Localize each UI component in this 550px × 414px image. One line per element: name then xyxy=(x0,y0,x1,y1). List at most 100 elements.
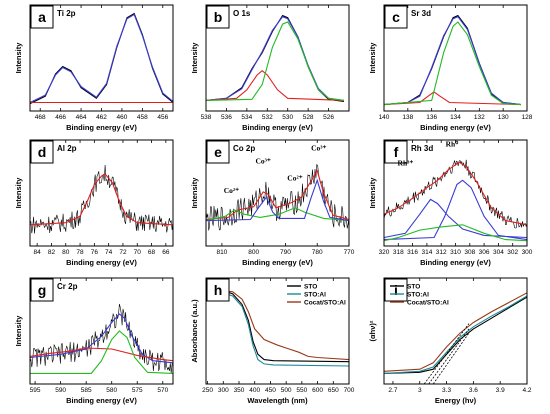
panel-letter-box-g xyxy=(30,278,54,302)
plot-frame-d xyxy=(29,139,174,247)
x-tick-label-i-5: 4.2 xyxy=(522,387,531,394)
x-tick-label-f-2: 316 xyxy=(407,249,418,256)
x-tick-label-a-5: 458 xyxy=(137,114,148,121)
x-tick-label-e-2: 790 xyxy=(280,249,291,256)
panel-letter-box-f xyxy=(384,140,408,164)
panel-letter-box-c xyxy=(384,5,408,29)
series-a-1 xyxy=(30,13,173,103)
series-b-1 xyxy=(206,16,344,101)
panel-h: 250 300 350 400 450 500 550 600 650 700 Wavelength… xyxy=(190,277,355,405)
x-tick-label-d-0: 84 xyxy=(34,249,42,256)
legend-label-i-2: Cocat/STO:Al xyxy=(407,299,449,306)
plot-frame-i xyxy=(383,277,528,385)
x-tick-label-d-1: 82 xyxy=(48,249,56,256)
panel-letter-d: d xyxy=(38,144,47,160)
panel-e: 810 800 790 780 770 Binding energy (eV) Intens… xyxy=(190,139,355,267)
x-tick-label-d-9: 66 xyxy=(162,249,170,256)
panel-f: 320 318 316 314 312 310 308 306 304 302 300 Binding… xyxy=(368,139,533,267)
series-f-3 xyxy=(384,179,527,241)
x-tick-label-b-3: 532 xyxy=(262,114,273,121)
series-i-4 xyxy=(428,328,470,384)
panel-title-f: Rh 3d xyxy=(411,144,433,153)
series-g-2 xyxy=(30,347,173,362)
x-tick-label-f-10: 300 xyxy=(522,249,533,256)
x-axis-title-i: Energy (hν) xyxy=(435,396,477,405)
series-e-2 xyxy=(206,207,349,222)
series-f-4 xyxy=(384,224,527,242)
x-tick-label-b-1: 536 xyxy=(221,114,232,121)
series-b-3 xyxy=(206,21,344,101)
x-tick-label-g-2: 585 xyxy=(81,387,92,394)
x-tick-label-b-6: 526 xyxy=(323,114,334,121)
panel-c: 140 138 136 134 132 130 128 Binding energy (eV)… xyxy=(368,4,533,132)
x-tick-label-e-0: 810 xyxy=(216,249,227,256)
plot-frame-e xyxy=(205,139,350,247)
x-tick-label-b-0: 538 xyxy=(201,114,212,121)
x-tick-label-h-5: 500 xyxy=(281,387,292,394)
series-c-3 xyxy=(384,21,522,106)
x-tick-label-a-2: 464 xyxy=(76,114,87,121)
panel-d: 84 82 80 78 76 74 72 70 68 66 Binding energy (eV) I… xyxy=(14,139,174,267)
x-tick-label-c-4: 132 xyxy=(474,114,485,121)
panel-letter-h: h xyxy=(214,282,223,298)
x-tick-label-d-6: 72 xyxy=(119,249,127,256)
x-tick-label-g-1: 590 xyxy=(55,387,66,394)
annotation-e-2: Co²⁺ xyxy=(287,173,302,182)
panel-letter-box-i xyxy=(384,278,408,302)
panel-title-b: O 1s xyxy=(233,9,251,18)
x-tick-label-d-4: 76 xyxy=(91,249,99,256)
panel-title-g: Cr 2p xyxy=(57,282,78,291)
series-c-1 xyxy=(384,16,522,106)
x-tick-label-c-0: 140 xyxy=(379,114,390,121)
legend-label-h-0: STO xyxy=(304,283,317,290)
legend-label-i-0: STO xyxy=(407,283,420,290)
y-axis-title-f: Intensity xyxy=(368,177,377,209)
x-tick-label-e-1: 800 xyxy=(248,249,259,256)
panel-title-d: Al 2p xyxy=(57,144,77,153)
x-tick-label-i-2: 3.3 xyxy=(442,387,451,394)
x-tick-label-h-3: 400 xyxy=(249,387,260,394)
x-axis-title-c: Binding energy (eV) xyxy=(420,123,491,132)
x-tick-label-i-1: 3 xyxy=(418,387,422,394)
panel-letter-a: a xyxy=(38,9,46,25)
x-tick-label-g-5: 570 xyxy=(157,387,168,394)
x-tick-label-f-3: 314 xyxy=(421,249,432,256)
x-axis-title-a: Binding energy (eV) xyxy=(66,123,137,132)
x-tick-label-h-7: 600 xyxy=(312,387,323,394)
x-tick-label-c-6: 128 xyxy=(522,114,533,121)
panel-title-a: Ti 2p xyxy=(57,9,76,18)
panel-b: 538 536 534 532 530 528 526 Binding energy (eV)… xyxy=(190,4,350,132)
x-tick-label-c-3: 134 xyxy=(450,114,461,121)
panel-title-c: Sr 3d xyxy=(411,9,431,18)
panel-i: 2.7 3 3.3 3.6 3.9 4.2 Energy (hν) (αhν)² i STOSTO… xyxy=(368,277,532,405)
x-tick-label-f-8: 304 xyxy=(493,249,504,256)
legend-label-h-2: Cocat/STO:Al xyxy=(304,299,346,306)
x-tick-label-i-4: 3.9 xyxy=(496,387,505,394)
panel-a: 468 466 464 462 460 458 456 Binding energy (eV)… xyxy=(14,4,174,132)
x-tick-label-a-0: 468 xyxy=(35,114,46,121)
x-tick-label-f-4: 312 xyxy=(436,249,447,256)
annotation-e-0: Co²⁺ xyxy=(224,186,239,195)
x-tick-label-b-5: 528 xyxy=(303,114,314,121)
series-i-2 xyxy=(384,292,527,372)
y-axis-title-h: Absorbance (a.u.) xyxy=(190,299,199,363)
panel-letter-box-b xyxy=(206,5,230,29)
panel-g: 595 590 585 580 575 570 Binding energy (eV) Int… xyxy=(14,277,174,405)
annotation-e-3: Co³⁺ xyxy=(311,144,326,153)
x-tick-label-g-3: 580 xyxy=(106,387,117,394)
series-f-0 xyxy=(384,159,527,229)
x-tick-label-c-1: 138 xyxy=(402,114,413,121)
x-tick-label-h-2: 350 xyxy=(234,387,245,394)
x-tick-label-h-6: 550 xyxy=(296,387,307,394)
panel-letter-f: f xyxy=(394,144,399,160)
x-tick-label-d-7: 70 xyxy=(134,249,142,256)
legend-label-i-1: STO:Al xyxy=(407,291,429,298)
x-axis-title-e: Binding energy (eV) xyxy=(242,258,313,267)
plot-frame-h xyxy=(205,277,350,385)
series-i-0 xyxy=(384,296,527,374)
series-f-2 xyxy=(384,198,527,239)
x-tick-label-h-8: 650 xyxy=(328,387,339,394)
y-axis-title-e: Intensity xyxy=(190,177,199,209)
x-tick-label-d-8: 68 xyxy=(148,249,156,256)
x-axis-title-h: Wavelength (nm) xyxy=(247,396,308,405)
